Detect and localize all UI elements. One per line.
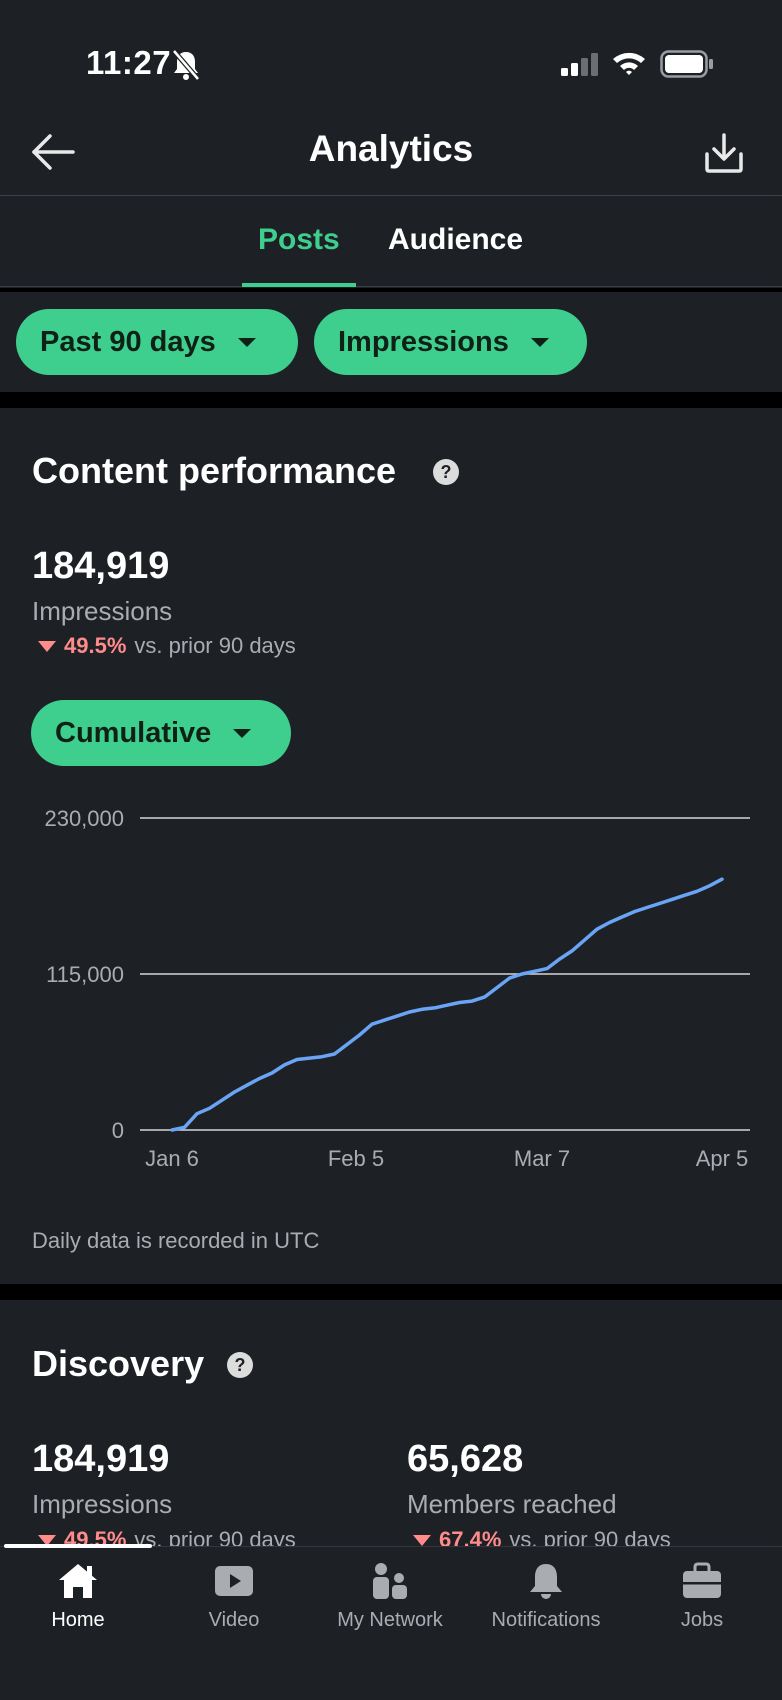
svg-text:?: ? bbox=[441, 462, 452, 482]
x-tick-label: Mar 7 bbox=[514, 1146, 570, 1171]
wifi-icon bbox=[613, 52, 645, 75]
content-performance-title: Content performance bbox=[32, 450, 397, 491]
x-tick-label: Feb 5 bbox=[328, 1146, 384, 1171]
nav-jobs[interactable]: Jobs bbox=[624, 1561, 780, 1671]
help-icon[interactable]: ? bbox=[226, 1351, 254, 1379]
notifications-icon bbox=[530, 1564, 562, 1599]
change-text: vs. prior 90 days bbox=[134, 633, 296, 658]
impressions-label: Impressions bbox=[32, 596, 173, 626]
impressions-total: 184,919 bbox=[32, 545, 170, 587]
tab-audience[interactable]: Audience bbox=[388, 223, 524, 256]
chevron-down-icon bbox=[237, 337, 256, 347]
bell-off-icon bbox=[172, 49, 200, 81]
nav-home[interactable]: Home bbox=[0, 1561, 156, 1671]
nav-video[interactable]: Video bbox=[156, 1561, 312, 1671]
date-range-dropdown[interactable]: Past 90 days bbox=[16, 309, 298, 375]
home-indicator bbox=[4, 1544, 152, 1548]
y-tick-label: 0 bbox=[112, 1118, 124, 1143]
impressions-series-line bbox=[170, 877, 724, 1132]
section-divider bbox=[0, 1284, 782, 1300]
cumulative-dropdown[interactable]: Cumulative bbox=[31, 700, 291, 766]
app-header: Analytics bbox=[0, 110, 782, 196]
nav-my-network[interactable]: My Network bbox=[312, 1561, 468, 1671]
svg-text:?: ? bbox=[235, 1355, 246, 1375]
tab-bar: Posts Audience bbox=[0, 197, 782, 287]
home-icon bbox=[59, 1564, 97, 1598]
impressions-line-chart: 230,000 115,000 0 Jan 6 Feb 5 Mar 7 Apr 5 bbox=[44, 806, 750, 1171]
divider bbox=[0, 288, 782, 292]
metric-label: Impressions bbox=[338, 325, 509, 358]
status-bar: 11:27 bbox=[0, 0, 782, 120]
nav-label: Jobs bbox=[680, 1609, 724, 1631]
nav-label: Notifications bbox=[491, 1609, 601, 1631]
down-triangle-icon bbox=[38, 1534, 56, 1546]
nav-notifications[interactable]: Notifications bbox=[468, 1561, 624, 1671]
bottom-navigation: Home Video My Network Notifications Jobs bbox=[0, 1546, 782, 1700]
active-tab-indicator bbox=[242, 283, 356, 287]
down-triangle-icon bbox=[38, 640, 56, 652]
nav-label: Home bbox=[51, 1609, 105, 1631]
cumulative-label: Cumulative bbox=[55, 716, 212, 749]
cellular-signal-icon bbox=[561, 53, 598, 76]
x-tick-label: Jan 6 bbox=[145, 1146, 199, 1171]
tab-posts[interactable]: Posts bbox=[258, 223, 340, 256]
impressions-change: 49.5% vs. prior 90 days bbox=[38, 633, 296, 659]
down-triangle-icon bbox=[413, 1534, 431, 1546]
chevron-down-icon bbox=[233, 728, 252, 738]
members-reached-value: 65,628 bbox=[407, 1438, 524, 1480]
status-time: 11:27 bbox=[86, 44, 172, 81]
chevron-down-icon bbox=[530, 337, 549, 347]
jobs-icon bbox=[683, 1562, 721, 1598]
chart-note: Daily data is recorded in UTC bbox=[32, 1228, 320, 1253]
section-divider bbox=[0, 392, 782, 408]
page-title: Analytics bbox=[308, 128, 474, 169]
download-icon[interactable] bbox=[704, 132, 744, 174]
metric-dropdown[interactable]: Impressions bbox=[314, 309, 587, 375]
discovery-impressions-label: Impressions bbox=[32, 1489, 173, 1519]
help-icon[interactable]: ? bbox=[432, 458, 460, 486]
date-range-label: Past 90 days bbox=[40, 325, 216, 358]
battery-icon bbox=[660, 50, 713, 78]
y-tick-label: 230,000 bbox=[44, 806, 124, 831]
nav-label: My Network bbox=[337, 1609, 443, 1631]
discovery-impressions-value: 184,919 bbox=[32, 1438, 170, 1480]
back-arrow-icon[interactable] bbox=[30, 132, 76, 172]
members-reached-label: Members reached bbox=[407, 1489, 617, 1519]
y-tick-label: 115,000 bbox=[46, 962, 124, 987]
my-network-icon bbox=[373, 1563, 407, 1599]
change-percent: 49.5% bbox=[64, 633, 127, 658]
discovery-title: Discovery bbox=[32, 1343, 205, 1384]
nav-label: Video bbox=[208, 1609, 260, 1631]
x-tick-label: Apr 5 bbox=[696, 1146, 749, 1171]
video-icon bbox=[215, 1566, 253, 1596]
